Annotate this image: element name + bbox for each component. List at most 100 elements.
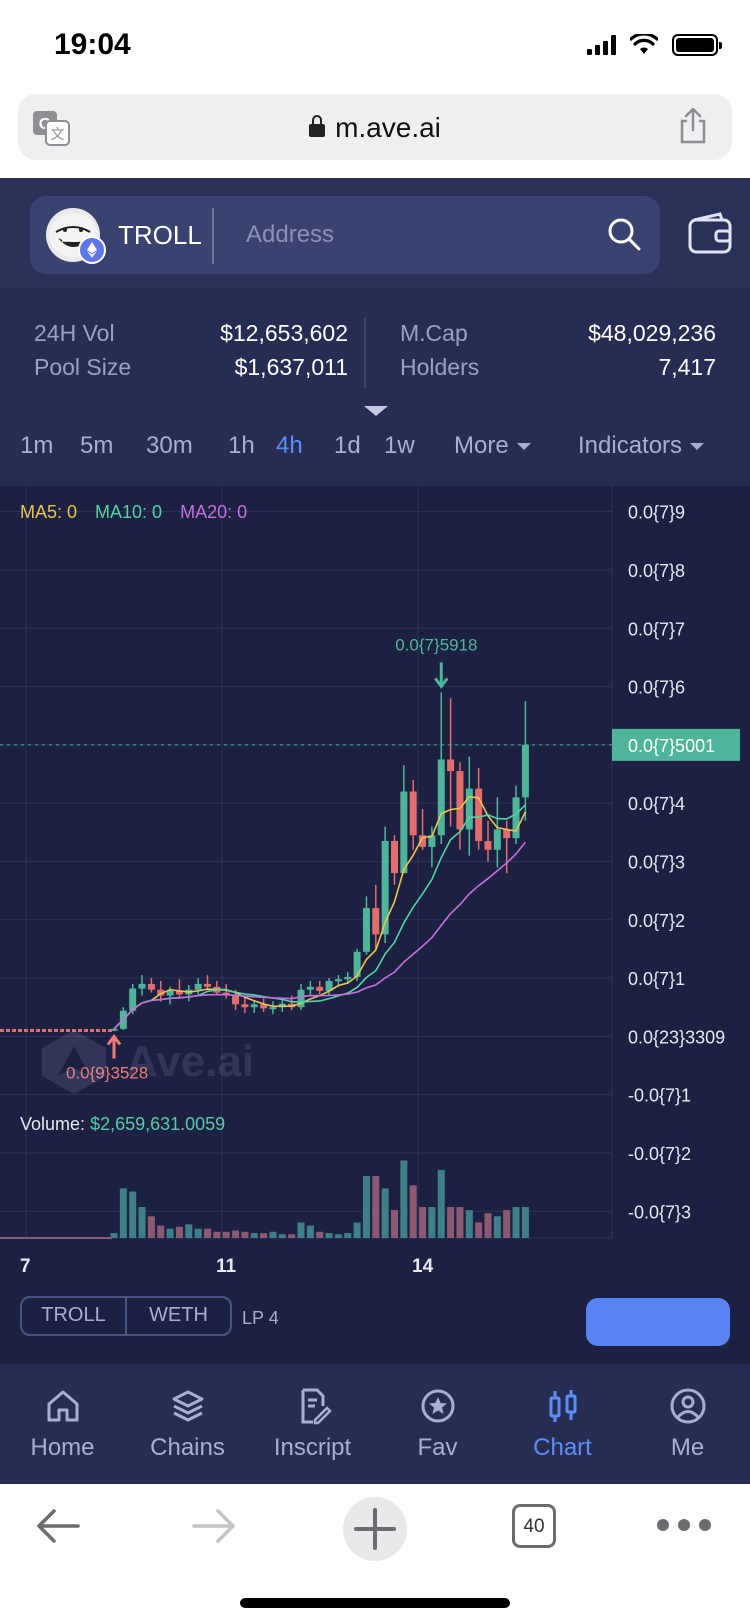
- volume-bar: [288, 1234, 296, 1238]
- nav-me[interactable]: Me: [625, 1364, 750, 1484]
- volume-label: Volume:: [20, 1114, 86, 1134]
- candle-body: [503, 829, 511, 839]
- pair-selector-row: TROLL WETH LP 4: [0, 1286, 750, 1346]
- nav-home[interactable]: Home: [0, 1364, 125, 1484]
- nav-chains-label: Chains: [150, 1434, 225, 1461]
- tab-1w[interactable]: 1w: [384, 432, 415, 459]
- pool-size-label: Pool Size: [34, 354, 132, 380]
- timeframe-bar: 1m 5m 30m 1h 4h 1d 1w More Indicators: [0, 416, 750, 486]
- chevron-down-icon: [690, 443, 705, 451]
- x-tick-label: 7: [20, 1256, 31, 1277]
- volume-bar: [232, 1230, 240, 1238]
- y-tick-label: 0.0{7}7: [628, 619, 685, 639]
- candle-body: [521, 744, 529, 798]
- address-input[interactable]: [230, 216, 570, 254]
- search-icon[interactable]: [604, 214, 644, 254]
- ma10-legend: MA10: 0: [95, 502, 163, 522]
- candle-body: [419, 835, 427, 847]
- home-icon: [47, 1390, 78, 1422]
- translate-icon[interactable]: G 文: [32, 110, 70, 146]
- address-bar[interactable]: G 文 m.ave.ai: [18, 94, 732, 160]
- layers-icon: [172, 1390, 203, 1422]
- candle-body: [475, 788, 483, 842]
- candle-body: [175, 990, 183, 995]
- volume-bar: [306, 1225, 314, 1238]
- more-dots-icon[interactable]: [656, 1518, 712, 1532]
- candle-body: [447, 759, 455, 772]
- ma20-line: [113, 841, 527, 1030]
- price-chart[interactable]: 0.0{7}9 0.0{7}8 0.0{7}7 0.0{7}6 0.0{7}4 0.0{7…: [0, 486, 750, 1286]
- search-divider: [212, 208, 214, 264]
- pair-base-tab[interactable]: TROLL: [41, 1304, 106, 1326]
- candle-body: [428, 835, 436, 847]
- volume-bar: [260, 1233, 268, 1238]
- new-tab-icon[interactable]: [342, 1496, 408, 1562]
- candle-body: [465, 788, 473, 830]
- candle-body: [110, 1028, 118, 1031]
- tab-30m[interactable]: 30m: [146, 432, 193, 459]
- vol-value: $12,653,602: [220, 320, 348, 346]
- token-symbol[interactable]: TROLL: [118, 220, 202, 250]
- tab-5m[interactable]: 5m: [80, 432, 114, 459]
- y-tick-label: -0.0{7}2: [628, 1144, 691, 1164]
- tab-1h[interactable]: 1h: [228, 432, 255, 459]
- pair-tabs[interactable]: TROLL WETH: [20, 1296, 232, 1336]
- candle-body: [512, 797, 520, 839]
- forward-arrow-icon[interactable]: [190, 1506, 238, 1546]
- volume-bar: [119, 1188, 127, 1238]
- battery-icon: [672, 34, 722, 56]
- volume-bar: [344, 1233, 352, 1238]
- nav-fav[interactable]: Fav: [375, 1364, 500, 1484]
- ma5-legend: MA5: 0: [20, 502, 78, 522]
- volume-bar: [372, 1176, 380, 1238]
- wallet-icon[interactable]: [686, 210, 734, 258]
- candle-body: [400, 791, 408, 874]
- volume-bar: [512, 1207, 520, 1238]
- more-dropdown[interactable]: More: [454, 432, 531, 460]
- candle-body: [147, 983, 155, 990]
- volume-bar: [222, 1231, 230, 1238]
- candle-body: [260, 1004, 268, 1009]
- candle-body: [166, 990, 174, 996]
- candle-body: [456, 771, 464, 830]
- indicators-dropdown[interactable]: Indicators: [578, 432, 705, 460]
- status-time: 19:04: [54, 28, 131, 61]
- pair-quote-tab[interactable]: WETH: [125, 1298, 230, 1334]
- url-text[interactable]: m.ave.ai: [18, 112, 732, 144]
- collapse-arrow-icon[interactable]: [364, 406, 388, 416]
- volume-bar: [362, 1176, 370, 1238]
- low-annotation: 0.0{9}3528: [66, 1064, 148, 1083]
- share-icon[interactable]: [678, 108, 708, 144]
- nav-chart[interactable]: Chart: [500, 1364, 625, 1484]
- tab-1m[interactable]: 1m: [20, 432, 54, 459]
- action-button[interactable]: [586, 1298, 730, 1346]
- y-tick-label: 0.0{7}6: [628, 678, 685, 698]
- nav-chains[interactable]: Chains: [125, 1364, 250, 1484]
- ethereum-icon: [87, 242, 97, 258]
- volume-bar: [204, 1228, 211, 1238]
- svg-text:文: 文: [51, 126, 65, 142]
- candle-body: [241, 1004, 249, 1008]
- low-arrow-icon: [106, 1034, 122, 1059]
- nav-inscript[interactable]: Inscript: [250, 1364, 375, 1484]
- back-arrow-icon[interactable]: [34, 1506, 82, 1546]
- candle-body: [484, 841, 492, 850]
- tabs-count-button[interactable]: 40: [512, 1504, 556, 1548]
- volume-bar: [493, 1216, 501, 1238]
- token-search-box[interactable]: TROLL: [30, 196, 660, 274]
- candle-body: [204, 983, 211, 987]
- volume-bar: [213, 1231, 221, 1238]
- volume-bar: [185, 1224, 193, 1238]
- volume-bar: [409, 1185, 417, 1238]
- volume-bar: [157, 1225, 165, 1238]
- browser-url-area: G 文 m.ave.ai: [0, 88, 750, 178]
- candlestick-chart[interactable]: 0.0{7}9 0.0{7}8 0.0{7}7 0.0{7}6 0.0{7}4 0.0{7…: [0, 486, 750, 1286]
- volume-bar: [316, 1231, 324, 1238]
- lock-icon: [309, 115, 326, 137]
- y-tick-label: 0.0{7}2: [628, 911, 685, 931]
- tab-4h[interactable]: 4h: [276, 432, 303, 459]
- volume-value: $2,659,631.0059: [90, 1114, 226, 1134]
- candle-body: [409, 791, 417, 836]
- user-icon: [670, 1388, 705, 1424]
- tab-1d[interactable]: 1d: [334, 432, 361, 459]
